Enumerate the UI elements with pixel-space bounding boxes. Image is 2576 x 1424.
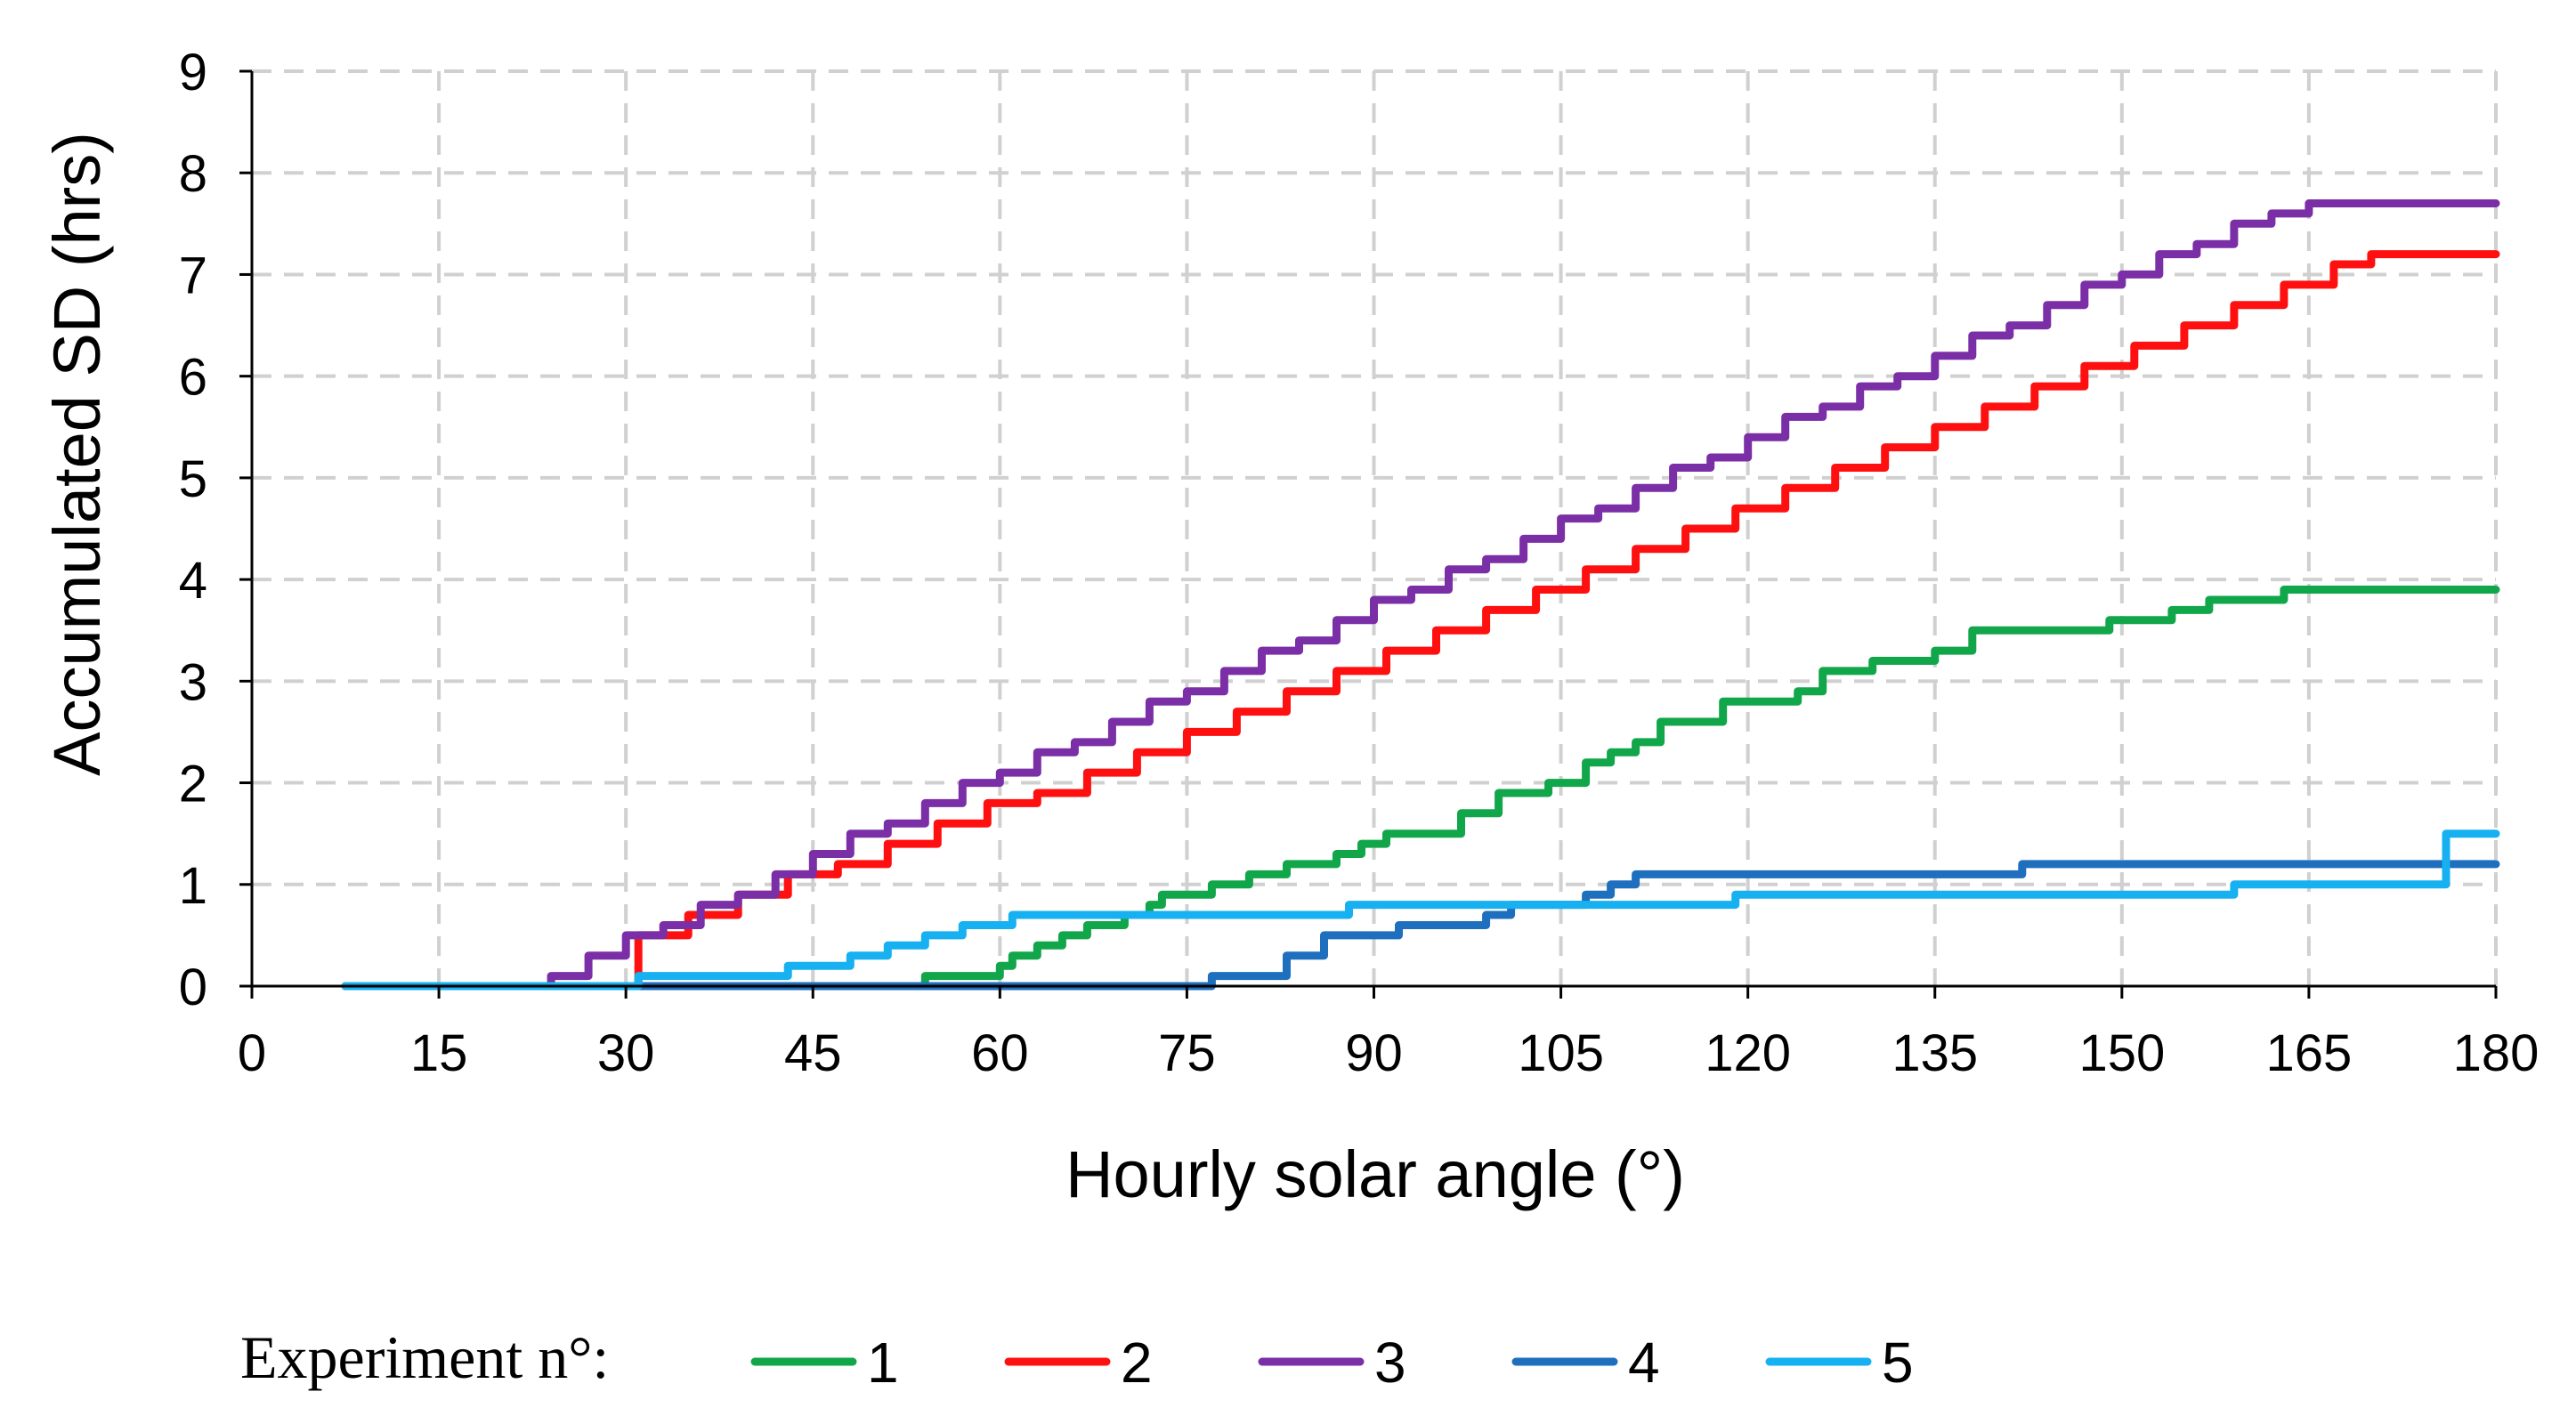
y-tick-label: 1 bbox=[179, 857, 207, 915]
x-axis-title: Hourly solar angle (°) bbox=[1065, 1137, 1685, 1211]
y-tick-label: 0 bbox=[179, 959, 207, 1016]
x-tick-label: 135 bbox=[1891, 1024, 1978, 1082]
x-tick-label: 105 bbox=[1518, 1024, 1604, 1082]
y-tick-label: 9 bbox=[179, 44, 207, 101]
y-tick-label: 3 bbox=[179, 653, 207, 711]
grid bbox=[252, 69, 2498, 986]
legend-title: Experiment n°: bbox=[240, 1323, 609, 1391]
legend-label-4: 4 bbox=[1628, 1331, 1660, 1395]
x-tick-label: 0 bbox=[238, 1024, 266, 1082]
y-axis-title: Accumulated SD (hrs) bbox=[40, 132, 114, 776]
x-tick-label: 15 bbox=[410, 1024, 468, 1082]
x-tick-label: 180 bbox=[2453, 1024, 2540, 1082]
legend: Experiment n°: 1 2 3 4 5 bbox=[240, 1323, 1914, 1395]
x-tick-labels: 0 15 30 45 60 75 90 105 120 135 150 165 180 bbox=[238, 1024, 2540, 1082]
x-tick-label: 60 bbox=[971, 1024, 1029, 1082]
series-lines bbox=[341, 199, 2500, 991]
x-tick-label: 45 bbox=[784, 1024, 842, 1082]
x-tick-label: 150 bbox=[2078, 1024, 2165, 1082]
y-tick-label: 8 bbox=[179, 145, 207, 203]
legend-label-5: 5 bbox=[1882, 1331, 1914, 1395]
y-tick-labels: 0 1 2 3 4 5 6 7 8 9 bbox=[179, 44, 207, 1016]
legend-label-1: 1 bbox=[867, 1331, 899, 1395]
y-tick-label: 4 bbox=[179, 552, 207, 610]
series-line-4 bbox=[341, 860, 2500, 991]
y-tick-label: 2 bbox=[179, 756, 207, 813]
series-line-1 bbox=[341, 586, 2500, 991]
x-tick-label: 30 bbox=[597, 1024, 655, 1082]
y-tick-label: 6 bbox=[179, 349, 207, 407]
series-line-2 bbox=[341, 250, 2500, 991]
series-line-5 bbox=[341, 829, 2500, 991]
x-tick-label: 165 bbox=[2266, 1024, 2353, 1082]
y-tick-label: 5 bbox=[179, 450, 207, 508]
series-line-3 bbox=[341, 199, 2500, 991]
legend-label-3: 3 bbox=[1374, 1331, 1406, 1395]
axes bbox=[239, 69, 2498, 999]
x-tick-label: 120 bbox=[1705, 1024, 1791, 1082]
x-tick-label: 75 bbox=[1158, 1024, 1216, 1082]
y-tick-label: 7 bbox=[179, 247, 207, 304]
legend-label-2: 2 bbox=[1121, 1331, 1153, 1395]
x-tick-label: 90 bbox=[1345, 1024, 1403, 1082]
